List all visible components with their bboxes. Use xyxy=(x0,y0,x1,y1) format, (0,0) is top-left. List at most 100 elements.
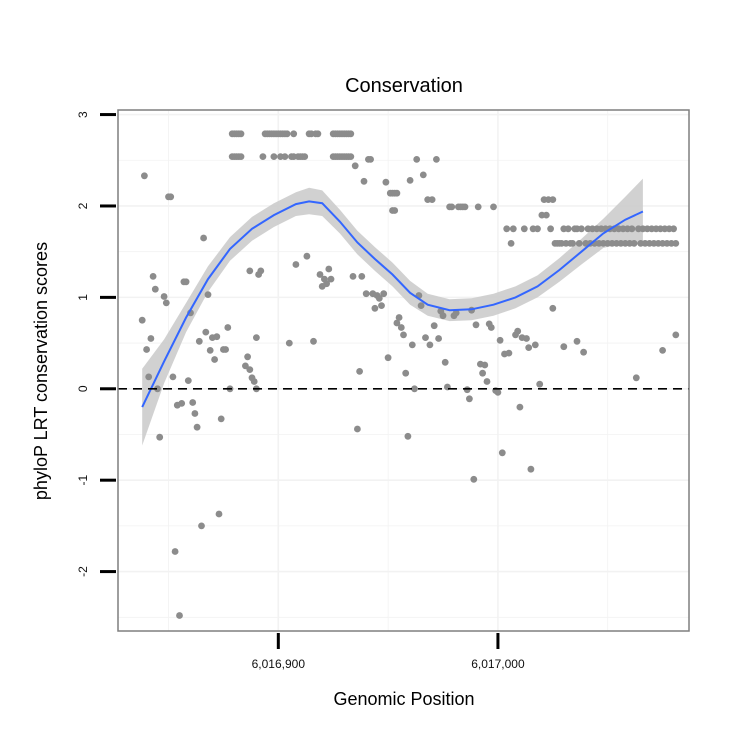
data-point xyxy=(534,225,541,233)
y-axis: -2 -1 0 1 2 3 xyxy=(76,111,116,577)
data-points-layer xyxy=(138,130,680,619)
data-point xyxy=(391,207,399,214)
data-point xyxy=(564,225,572,233)
data-point xyxy=(549,196,557,204)
y-tick-label: -1 xyxy=(76,475,90,486)
data-point xyxy=(327,275,335,283)
data-point xyxy=(303,252,311,260)
data-point xyxy=(547,225,554,233)
data-point xyxy=(237,130,245,138)
data-point xyxy=(531,341,539,349)
data-point xyxy=(525,344,533,351)
data-point xyxy=(520,225,528,233)
data-point xyxy=(301,153,309,161)
data-point xyxy=(560,343,568,351)
y-tick-label: -2 xyxy=(76,566,90,577)
data-point xyxy=(461,203,469,211)
data-point xyxy=(217,415,225,423)
data-point xyxy=(193,423,201,431)
data-point xyxy=(433,156,440,163)
data-point xyxy=(375,294,383,302)
data-point xyxy=(224,324,232,331)
data-point xyxy=(393,319,401,327)
data-point xyxy=(474,203,482,211)
data-point xyxy=(204,291,212,298)
data-point xyxy=(507,240,515,247)
data-point xyxy=(191,410,199,417)
data-point xyxy=(422,334,429,341)
data-point xyxy=(466,395,473,403)
data-point xyxy=(628,225,636,233)
x-tick-label: 6,016,900 xyxy=(252,657,306,671)
data-point xyxy=(281,153,289,161)
data-point xyxy=(406,177,414,184)
data-point xyxy=(171,548,179,555)
data-point xyxy=(632,374,640,382)
data-point xyxy=(402,369,410,377)
data-point xyxy=(509,225,517,233)
data-point xyxy=(630,240,638,247)
data-point xyxy=(200,234,208,242)
y-tick-label: 1 xyxy=(76,294,90,301)
data-point xyxy=(314,130,322,138)
data-point xyxy=(253,334,260,341)
y-axis-label: phyloP LRT conservation scores xyxy=(31,242,51,500)
data-point xyxy=(470,475,478,483)
data-point xyxy=(270,153,278,161)
data-point xyxy=(213,333,221,341)
data-point xyxy=(569,240,576,247)
data-point xyxy=(184,377,192,384)
data-point xyxy=(162,299,170,307)
y-tick-label: 3 xyxy=(76,111,90,118)
data-point xyxy=(151,285,159,293)
data-point xyxy=(323,280,330,288)
data-point xyxy=(149,273,157,280)
data-point xyxy=(347,153,355,161)
plot-panel xyxy=(117,109,690,632)
data-point xyxy=(237,153,245,161)
data-point xyxy=(397,324,405,331)
y-tick-label: 2 xyxy=(76,202,90,209)
data-point xyxy=(426,341,434,349)
data-point xyxy=(250,378,258,385)
data-point xyxy=(358,273,366,280)
data-point xyxy=(411,385,418,393)
data-point xyxy=(367,156,374,163)
x-tick-label: 6,017,000 xyxy=(471,657,525,671)
data-point xyxy=(347,130,355,138)
data-point xyxy=(195,337,203,345)
data-point xyxy=(206,347,214,354)
data-point xyxy=(549,304,557,312)
data-point xyxy=(395,314,403,321)
data-point xyxy=(382,178,390,186)
data-point xyxy=(167,193,175,201)
panel-background xyxy=(118,110,689,631)
data-point xyxy=(672,331,680,339)
data-point xyxy=(310,337,317,345)
data-point xyxy=(441,358,449,366)
data-point xyxy=(463,386,471,394)
data-point xyxy=(354,425,361,433)
data-point xyxy=(325,265,333,273)
smooth-line xyxy=(141,200,644,408)
data-point xyxy=(380,290,388,298)
data-point xyxy=(138,316,146,324)
data-point xyxy=(393,189,401,197)
data-point xyxy=(452,309,460,317)
data-point xyxy=(413,156,421,163)
data-point xyxy=(542,211,550,219)
data-point xyxy=(156,433,164,441)
data-point xyxy=(505,349,513,357)
data-point xyxy=(211,356,219,363)
data-point xyxy=(154,385,161,393)
data-point xyxy=(417,302,425,309)
data-point xyxy=(448,203,456,211)
data-point xyxy=(349,273,357,280)
data-point xyxy=(178,400,186,407)
data-point xyxy=(316,271,324,278)
data-point xyxy=(503,225,511,233)
data-point xyxy=(573,337,581,345)
y-tick-label: 0 xyxy=(76,385,90,392)
data-point xyxy=(514,327,522,335)
